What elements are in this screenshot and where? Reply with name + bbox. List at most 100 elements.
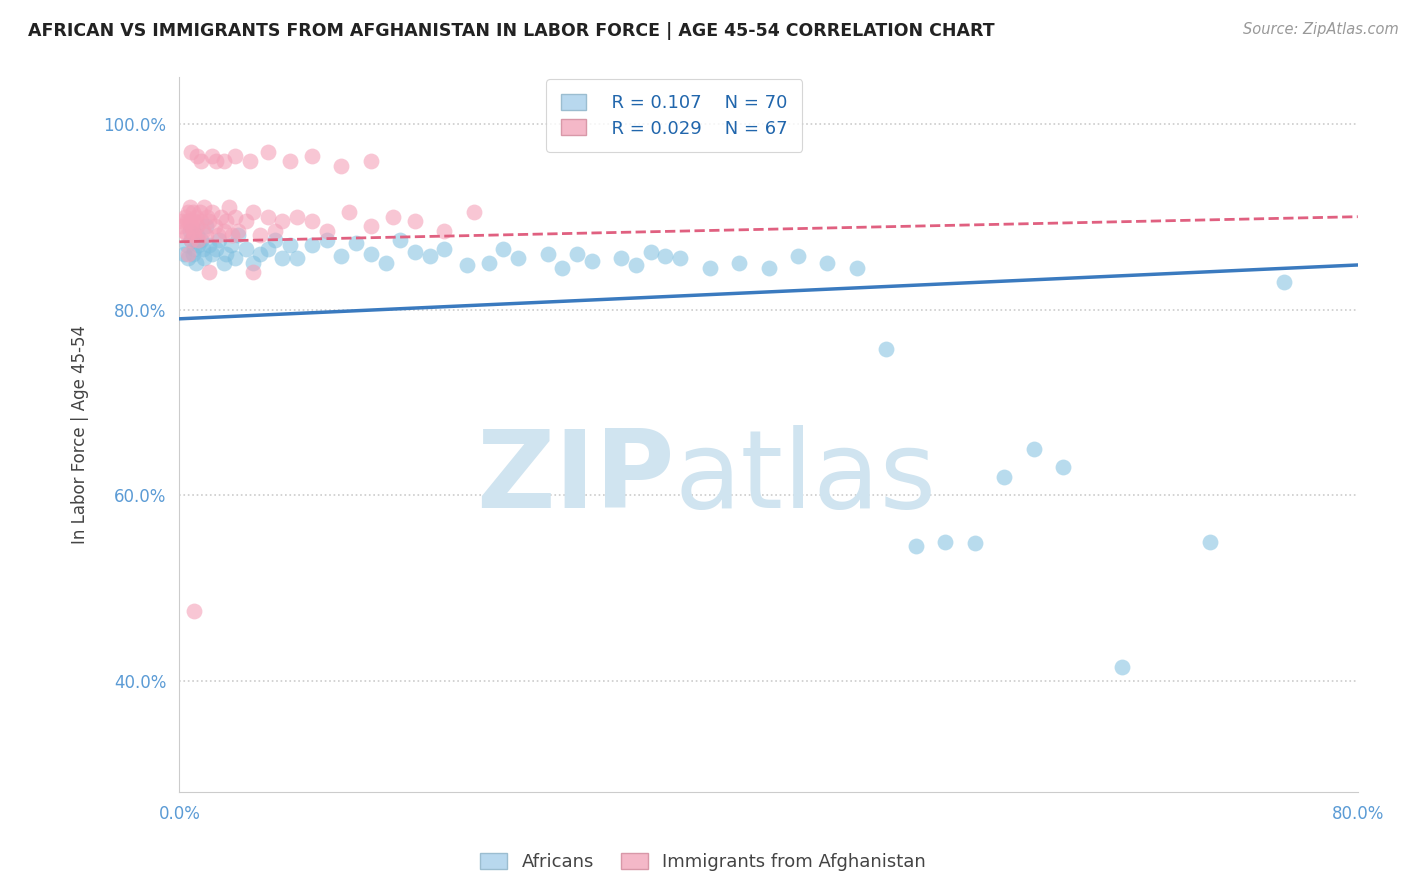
Point [177, 252, 200, 266]
Text: Source: ZipAtlas.com: Source: ZipAtlas.com [1243, 22, 1399, 37]
Point [1199, 534, 1222, 549]
Point [360, 247, 382, 261]
Point [181, 205, 204, 219]
Point [581, 254, 603, 268]
Point [183, 228, 205, 243]
Point [176, 237, 198, 252]
Point [285, 252, 308, 266]
Point [242, 205, 264, 219]
Point [190, 214, 212, 228]
Point [239, 153, 262, 168]
Point [177, 247, 200, 261]
Point [235, 242, 257, 256]
Point [193, 252, 215, 266]
Point [478, 256, 501, 270]
Point [186, 228, 208, 243]
Point [181, 247, 204, 261]
Point [624, 258, 647, 272]
Point [963, 536, 986, 550]
Point [183, 604, 205, 618]
Text: atlas: atlas [675, 425, 936, 531]
Point [242, 265, 264, 279]
Point [197, 237, 219, 252]
Point [1272, 275, 1295, 289]
Point [215, 214, 238, 228]
Point [404, 244, 426, 259]
Point [205, 153, 228, 168]
Point [242, 256, 264, 270]
Point [174, 210, 197, 224]
Point [184, 256, 207, 270]
Point [176, 214, 198, 228]
Point [177, 205, 200, 219]
Point [219, 237, 242, 252]
Point [181, 224, 204, 238]
Point [330, 249, 353, 263]
Point [224, 252, 246, 266]
Text: ZIP: ZIP [475, 425, 675, 531]
Point [180, 233, 202, 247]
Point [191, 242, 214, 256]
Point [993, 469, 1015, 483]
Point [934, 534, 956, 549]
Point [433, 224, 456, 238]
Point [1052, 460, 1074, 475]
Point [508, 252, 530, 266]
Point [172, 214, 194, 228]
Point [536, 247, 558, 261]
Point [360, 153, 382, 168]
Point [235, 214, 257, 228]
Point [1111, 660, 1133, 674]
Point [173, 247, 195, 261]
Y-axis label: In Labor Force | Age 45-54: In Labor Force | Age 45-54 [72, 326, 89, 544]
Point [315, 224, 337, 238]
Point [278, 237, 301, 252]
Point [218, 201, 240, 215]
Point [224, 210, 246, 224]
Point [565, 247, 588, 261]
Point [374, 256, 396, 270]
Point [728, 256, 751, 270]
Point [271, 214, 294, 228]
Point [180, 219, 202, 233]
Point [193, 201, 215, 215]
Point [463, 205, 485, 219]
Point [179, 224, 201, 238]
Point [226, 224, 249, 238]
Point [201, 247, 224, 261]
Point [187, 233, 209, 247]
Point [188, 205, 211, 219]
Point [845, 260, 868, 275]
Point [817, 256, 839, 270]
Point [640, 244, 662, 259]
Point [190, 233, 212, 247]
Point [875, 342, 897, 356]
Point [179, 201, 201, 215]
Point [212, 153, 235, 168]
Point [215, 247, 238, 261]
Point [337, 205, 360, 219]
Point [197, 214, 219, 228]
Point [256, 145, 278, 159]
Point [360, 219, 382, 233]
Point [195, 210, 218, 224]
Point [389, 233, 412, 247]
Point [1022, 442, 1045, 456]
Point [201, 205, 224, 219]
Legend:   R = 0.107    N = 70,   R = 0.029    N = 67: R = 0.107 N = 70, R = 0.029 N = 67 [546, 79, 803, 152]
Point [285, 210, 308, 224]
Point [699, 260, 721, 275]
Point [187, 237, 209, 252]
Point [551, 260, 574, 275]
Point [173, 224, 195, 238]
Point [256, 242, 278, 256]
Point [492, 242, 515, 256]
Point [419, 249, 441, 263]
Point [654, 249, 676, 263]
Point [186, 149, 208, 163]
Point [381, 210, 404, 224]
Point [271, 252, 294, 266]
Point [249, 228, 271, 243]
Point [301, 237, 323, 252]
Text: AFRICAN VS IMMIGRANTS FROM AFGHANISTAN IN LABOR FORCE | AGE 45-54 CORRELATION CH: AFRICAN VS IMMIGRANTS FROM AFGHANISTAN I… [28, 22, 995, 40]
